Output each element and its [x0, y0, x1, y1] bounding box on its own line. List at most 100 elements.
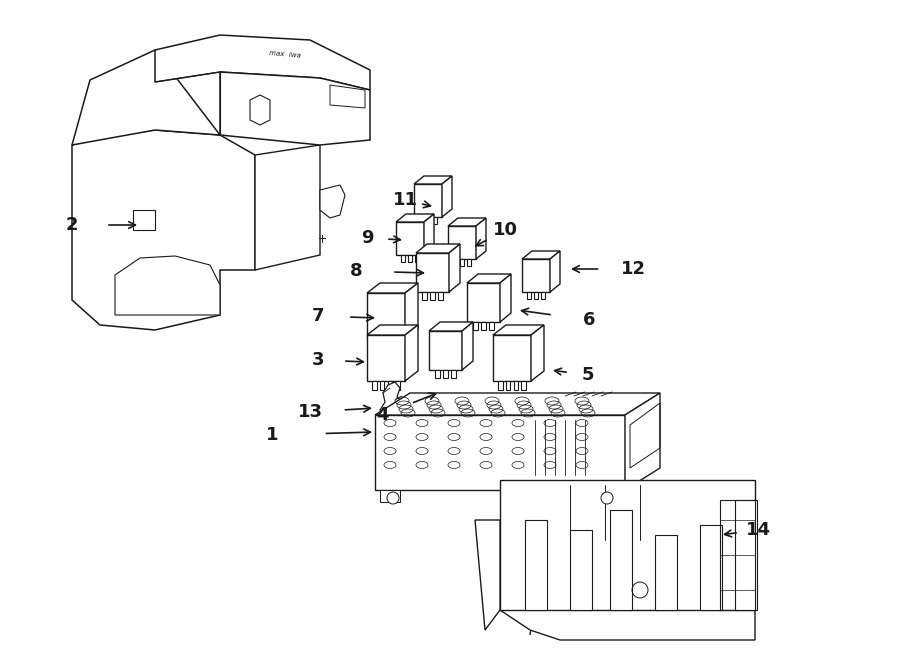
Polygon shape: [472, 322, 478, 330]
Text: 9: 9: [361, 229, 374, 247]
Polygon shape: [490, 322, 494, 330]
Text: max  lwa: max lwa: [269, 50, 302, 59]
Polygon shape: [414, 176, 452, 184]
Polygon shape: [506, 381, 510, 390]
Polygon shape: [467, 283, 500, 322]
Polygon shape: [418, 217, 423, 223]
Text: 1: 1: [266, 426, 278, 444]
Polygon shape: [525, 520, 547, 610]
Polygon shape: [72, 50, 220, 145]
Text: 11: 11: [392, 191, 418, 209]
Polygon shape: [373, 381, 377, 390]
Polygon shape: [429, 322, 473, 331]
Polygon shape: [443, 370, 448, 378]
Polygon shape: [430, 292, 435, 300]
Polygon shape: [467, 259, 471, 266]
Polygon shape: [467, 274, 511, 283]
Text: 3: 3: [311, 351, 324, 369]
Polygon shape: [449, 244, 460, 292]
Text: 7: 7: [311, 307, 324, 325]
Polygon shape: [493, 325, 544, 335]
Polygon shape: [388, 339, 392, 348]
Polygon shape: [493, 335, 531, 381]
Polygon shape: [460, 259, 464, 266]
Polygon shape: [531, 325, 544, 381]
Polygon shape: [655, 535, 677, 610]
Polygon shape: [320, 185, 345, 218]
Polygon shape: [415, 255, 419, 262]
Polygon shape: [115, 256, 220, 315]
Polygon shape: [380, 490, 400, 502]
Polygon shape: [380, 381, 384, 390]
Polygon shape: [255, 145, 320, 270]
Polygon shape: [400, 255, 405, 262]
Polygon shape: [414, 184, 442, 217]
Polygon shape: [388, 381, 392, 390]
Polygon shape: [451, 370, 456, 378]
Text: 6: 6: [583, 311, 595, 329]
Polygon shape: [522, 251, 560, 259]
Text: 8: 8: [350, 262, 363, 280]
Polygon shape: [570, 530, 592, 610]
Polygon shape: [72, 130, 255, 330]
Polygon shape: [405, 283, 418, 339]
Polygon shape: [367, 293, 405, 339]
Polygon shape: [625, 393, 660, 490]
Polygon shape: [433, 217, 437, 223]
Text: 14: 14: [745, 521, 770, 539]
Polygon shape: [534, 292, 538, 299]
Polygon shape: [541, 292, 545, 299]
Polygon shape: [610, 510, 632, 610]
Circle shape: [387, 492, 399, 504]
Polygon shape: [448, 218, 486, 226]
Polygon shape: [367, 335, 405, 381]
Text: 2: 2: [66, 216, 78, 234]
Text: 5: 5: [581, 366, 594, 384]
Polygon shape: [416, 244, 460, 253]
Polygon shape: [416, 253, 449, 292]
Polygon shape: [481, 322, 486, 330]
Polygon shape: [395, 339, 400, 348]
Polygon shape: [396, 222, 424, 255]
Polygon shape: [448, 226, 476, 259]
Polygon shape: [453, 259, 457, 266]
Polygon shape: [435, 370, 440, 378]
Polygon shape: [522, 259, 550, 292]
Polygon shape: [395, 381, 400, 390]
Polygon shape: [526, 292, 531, 299]
Polygon shape: [373, 339, 377, 348]
Circle shape: [601, 492, 613, 504]
Polygon shape: [375, 393, 660, 415]
Text: 12: 12: [620, 260, 645, 278]
Polygon shape: [735, 500, 757, 610]
Polygon shape: [424, 214, 434, 255]
Polygon shape: [500, 610, 755, 640]
Polygon shape: [521, 381, 526, 390]
Polygon shape: [500, 274, 511, 322]
Polygon shape: [500, 480, 755, 610]
Polygon shape: [380, 382, 403, 418]
Polygon shape: [442, 176, 452, 217]
Polygon shape: [367, 325, 418, 335]
Polygon shape: [700, 525, 722, 610]
Polygon shape: [550, 251, 560, 292]
Polygon shape: [250, 95, 270, 125]
Polygon shape: [422, 292, 427, 300]
Polygon shape: [367, 283, 418, 293]
Polygon shape: [595, 490, 615, 502]
Polygon shape: [475, 520, 500, 630]
Polygon shape: [426, 217, 430, 223]
Polygon shape: [220, 72, 370, 145]
Polygon shape: [438, 292, 443, 300]
Polygon shape: [396, 214, 434, 222]
Polygon shape: [375, 415, 625, 490]
Polygon shape: [380, 339, 384, 348]
Polygon shape: [405, 325, 418, 381]
Polygon shape: [408, 255, 412, 262]
Polygon shape: [155, 35, 370, 90]
Polygon shape: [499, 381, 503, 390]
Polygon shape: [476, 218, 486, 259]
Polygon shape: [462, 322, 473, 370]
Text: 4: 4: [376, 406, 388, 424]
Polygon shape: [514, 381, 518, 390]
